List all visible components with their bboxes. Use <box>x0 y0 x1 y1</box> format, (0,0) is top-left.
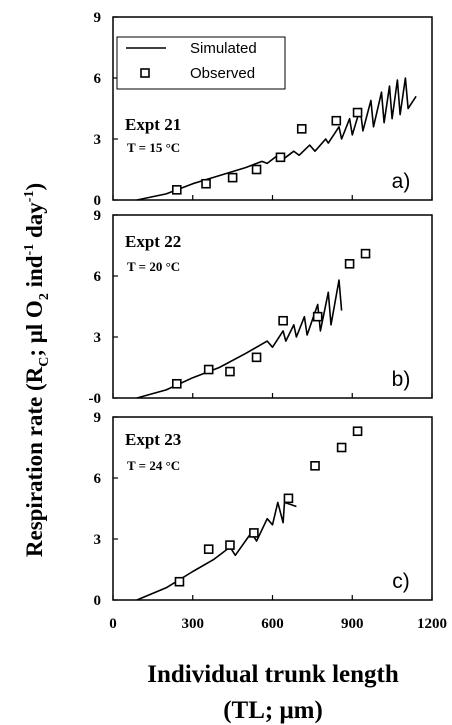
panel-c-tag: c) <box>392 570 410 593</box>
panel-a-observed-point <box>275 152 286 163</box>
panel-b-ytick-label: 3 <box>94 330 102 346</box>
panel-c-experiment: Expt 23 <box>125 430 181 449</box>
panel-b-temperature: T = 20 °C <box>127 259 180 274</box>
panel-c-observed-point <box>310 460 320 471</box>
panel-b-observed-point <box>251 352 262 363</box>
panel-a-observed-point <box>331 115 342 126</box>
panel-c-xtick-label: 900 <box>341 616 364 632</box>
panel-c-observed-point <box>352 426 363 437</box>
panel-c-ytick-label: 9 <box>94 410 102 426</box>
panel-b: -0 3 6 9 Expt 22 T = 20 °C b) <box>89 208 433 407</box>
panel-a-simulated-line <box>136 77 417 201</box>
panel-c-observed-point <box>174 576 185 587</box>
panel-c-observed-point <box>225 540 235 550</box>
panel-a-observed-point <box>352 107 363 118</box>
panel-a: 0 3 6 9 Expt 21 T = 15 °C a) Simulated Obse… <box>94 10 433 209</box>
panel-a-ytick-label: 3 <box>94 132 102 148</box>
legend-box <box>116 36 286 90</box>
legend-simulated-label: Simulated <box>190 40 257 57</box>
legend-observed-label: Observed <box>190 65 255 82</box>
panel-c-simulated-line <box>136 501 297 601</box>
y-axis-title: Respiration rate (RC; μl O2 ind-1 day-1) <box>22 183 52 557</box>
panel-c-observed-point <box>283 493 294 504</box>
panel-a-observed-point <box>201 178 211 189</box>
panel-a-observed-point <box>227 172 238 183</box>
panel-b-observed-point <box>172 378 182 389</box>
panel-a-experiment: Expt 21 <box>125 115 181 134</box>
panel-b-observed-point <box>344 258 355 269</box>
panel-b-observed-point <box>360 248 371 259</box>
panel-c-observed-point <box>336 442 347 453</box>
panel-c-observed-point <box>203 544 214 554</box>
x-axis-title: Individual trunk length <box>147 661 399 688</box>
panel-b-ytick-label: 9 <box>94 208 102 224</box>
panel-a-observed-point <box>296 124 307 134</box>
panel-c-xtick-label: 0 <box>109 616 117 632</box>
panel-c-ytick-label: 6 <box>94 471 102 487</box>
panel-b-ytick-label: -0 <box>89 391 102 407</box>
panel-b-ytick-label: 6 <box>94 269 102 285</box>
legend-observed-swatch <box>140 68 150 78</box>
panel-b-simulated-line <box>136 279 343 399</box>
panel-c-observed-point <box>249 528 259 538</box>
panel-c-temperature: T = 24 °C <box>127 458 180 473</box>
panel-c-ytick-label: 3 <box>94 532 102 548</box>
panel-b-observed-point <box>225 366 235 377</box>
panel-a-ytick-label: 6 <box>94 71 102 87</box>
panel-b-experiment: Expt 22 <box>125 232 181 251</box>
panel-c-xtick-label: 300 <box>182 616 205 632</box>
panel-b-observed-point <box>312 311 323 322</box>
panel-a-observed-point <box>172 185 182 195</box>
panel-a-temperature: T = 15 °C <box>127 140 180 155</box>
panel-c: 0 3 6 9 0 300 600 900 1200 Expt 23 T = 24 °C c) <box>94 410 448 632</box>
panel-c-xtick-label: 600 <box>261 616 284 632</box>
panel-a-ytick-label: 0 <box>94 193 102 209</box>
panel-c-xtick-label: 1200 <box>417 616 447 632</box>
panel-c-ytick-label: 0 <box>94 593 102 609</box>
panel-b-marks: -0 3 6 9 <box>89 208 433 407</box>
legend: Simulated Observed <box>116 36 286 90</box>
panel-b-observed-point <box>278 315 288 326</box>
panel-c-marks: 0 3 6 9 0 300 600 900 1200 <box>94 410 448 632</box>
x-axis-unit: (TL; μm) <box>223 697 323 724</box>
panel-a-ytick-label: 9 <box>94 10 102 26</box>
panel-b-tag: b) <box>392 368 411 391</box>
panel-b-observed-point <box>203 364 214 375</box>
panel-a-observed-point <box>251 164 262 175</box>
panel-a-tag: a) <box>392 170 411 193</box>
panel-a-marks: 0 3 6 9 <box>94 10 433 209</box>
